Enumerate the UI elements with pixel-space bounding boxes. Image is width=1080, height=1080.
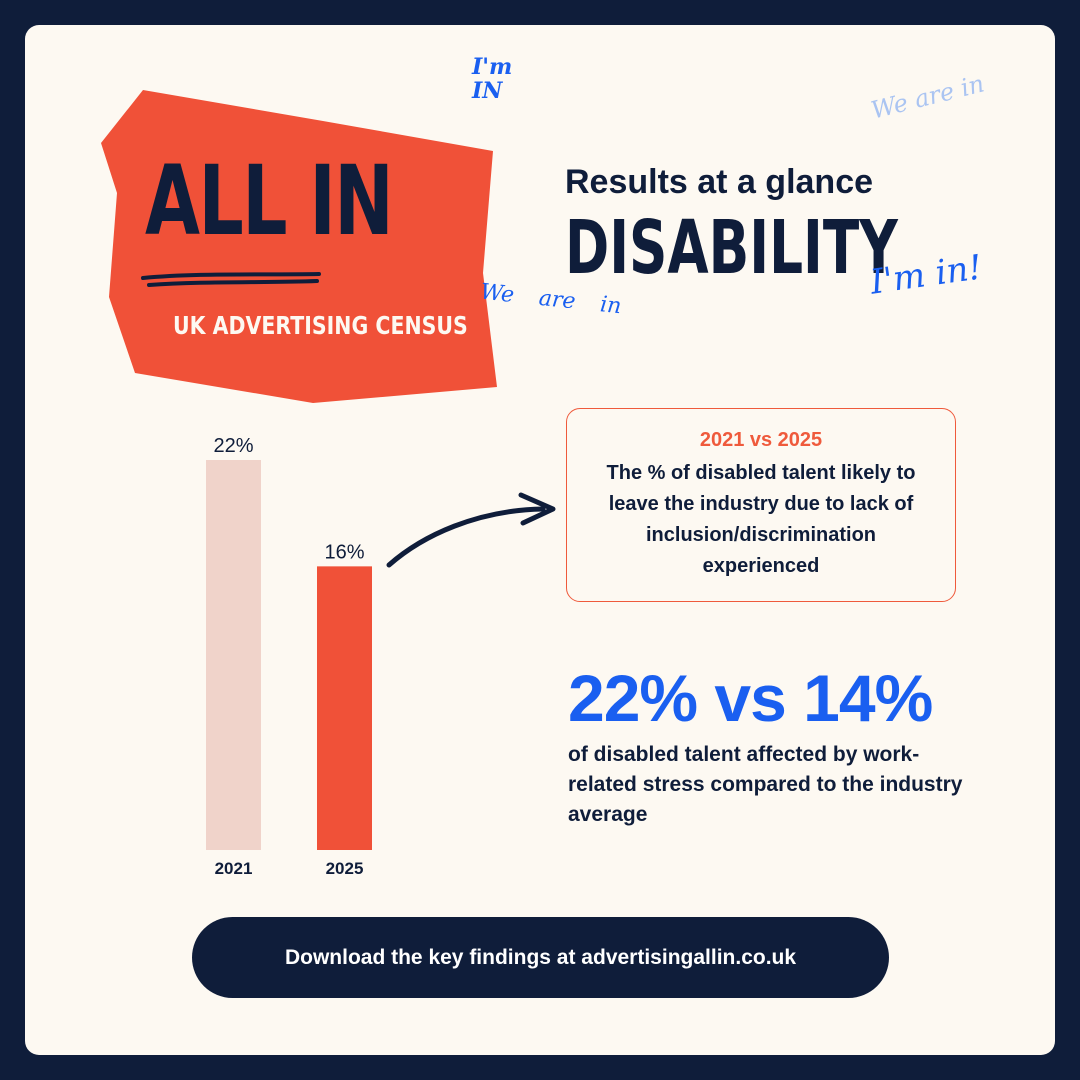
download-findings-label: Download the key findings at advertising… (284, 945, 797, 969)
bar-value-label-2021: 22% (213, 435, 253, 457)
scribble-im-in-top: I'm IN (472, 54, 513, 104)
bar-value-label-2025: 16% (324, 541, 364, 563)
logo-underline-scribble (141, 272, 321, 287)
callout-text: The % of disabled talent likely to leave… (606, 462, 916, 577)
logo-title: ALL IN (145, 145, 394, 257)
page-title: DISABILITY (565, 205, 898, 291)
callout-title: 2021 vs 2025 (699, 429, 823, 451)
bar-chart: 22% 2021 16% 2025 (206, 435, 372, 878)
arrow-icon (386, 492, 556, 568)
logo-badge-shape (101, 90, 497, 403)
comparison-callout: 2021 vs 2025 The % of disabled talent li… (566, 408, 956, 602)
download-findings-button[interactable]: Download the key findings at advertising… (192, 917, 889, 998)
logo-badge (101, 90, 497, 403)
stress-stat-headline: 22% vs 14% (568, 661, 933, 735)
infographic-card: ALL IN UK ADVERTISING CENSUS Results at … (25, 25, 1055, 1055)
scribble-we-are-in-top: We are in (868, 69, 987, 125)
logo-subtitle: UK ADVERTISING CENSUS (173, 311, 468, 340)
bar-2021 (206, 460, 261, 850)
category-label-2025: 2025 (326, 859, 364, 878)
bar-2025 (317, 566, 372, 850)
page-kicker: Results at a glance (565, 163, 874, 201)
stress-stat-text: of disabled talent affected by work-rela… (568, 743, 963, 826)
category-label-2021: 2021 (215, 859, 253, 878)
